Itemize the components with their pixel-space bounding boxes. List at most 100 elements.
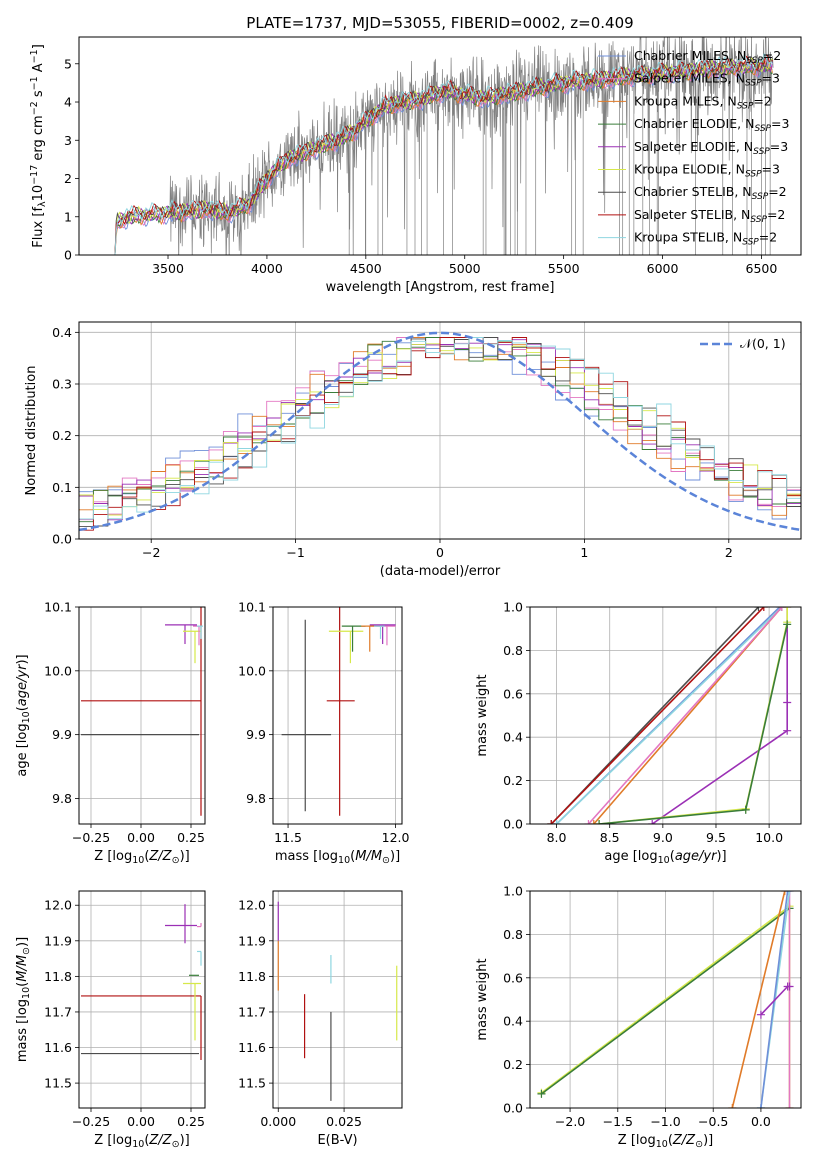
x-tick-label: 6000 — [647, 261, 679, 276]
y-tick-label: 11.8 — [44, 969, 72, 984]
y-tick-label: 10.1 — [44, 600, 72, 615]
y-tick-label: 0.4 — [503, 730, 523, 745]
x-tick-label: 0.25 — [177, 830, 205, 845]
cumulative-salpeter-stelib — [547, 607, 768, 824]
y-tick-label: 0.8 — [503, 643, 523, 658]
errorbar-salpeter-elodie — [165, 624, 197, 645]
cumulative-line — [731, 891, 786, 1108]
x-tick-label: 4500 — [350, 261, 382, 276]
x-tick-label: 1 — [580, 545, 588, 560]
errorbar-kroupa-stelib — [374, 625, 385, 639]
cumulative-marker — [584, 820, 593, 824]
cumulative-line — [651, 607, 789, 824]
y-tick-label: 0.2 — [503, 1057, 523, 1072]
errorbar-salpeter-elodie — [369, 624, 396, 645]
x-tick-label: 0.0 — [751, 1114, 771, 1129]
legend-label: Kroupa STELIB, NSSP=2 — [634, 230, 777, 248]
y-tick-label: 10.1 — [238, 600, 266, 615]
mass-vs-EBV-plot-area — [277, 901, 398, 1101]
y-tick-label: 12.0 — [44, 898, 72, 913]
cumulative-marker — [754, 607, 763, 611]
cumulative-line — [550, 607, 765, 824]
subplots: 3500 4000 4500 5000 5500 6000 6500 0 1 2 3 4 5 Chabri… — [15, 36, 802, 1150]
legend-label: Kroupa MILES, NSSP=2 — [634, 93, 772, 111]
legend-label: Chabrier STELIB, NSSP=2 — [634, 184, 787, 202]
errorbar-salpeter-stelib — [326, 607, 355, 816]
y-axis-label: Flux [fλ10−17 erg cm−2 s−1 A−1] — [29, 44, 48, 248]
cumulative-marker — [741, 805, 750, 814]
errorbar-chabrier-elodie — [341, 625, 366, 652]
weight-vs-age-plot-area — [547, 607, 792, 824]
age-vs-Z-plot-area — [81, 607, 203, 816]
age-vs-mass-plot-area — [281, 607, 396, 816]
y-tick-label: 4 — [64, 95, 72, 110]
cumulative-marker — [783, 891, 792, 895]
errorbar-salpeter-stelib — [81, 995, 202, 1060]
y-tick-label: 11.7 — [44, 1004, 72, 1019]
y-tick-label: 9.8 — [246, 791, 266, 806]
legend-label: Chabrier ELODIE, NSSP=3 — [634, 116, 789, 134]
y-tick-label: 12.0 — [238, 898, 266, 913]
y-tick-label: 11.8 — [238, 969, 266, 984]
y-axis-label: mass weight — [475, 958, 490, 1040]
x-axis-label: (data-model)/error — [380, 564, 501, 579]
x-tick-label: 8.5 — [600, 830, 620, 845]
x-tick-label: −0.25 — [72, 1114, 110, 1129]
y-tick-label: 11.6 — [238, 1040, 266, 1055]
cumulative-marker — [756, 1104, 765, 1108]
axes-frame — [78, 606, 206, 825]
y-tick-label: 9.9 — [246, 727, 266, 742]
x-tick-label: −0.25 — [72, 830, 110, 845]
x-tick-label: 6500 — [746, 261, 778, 276]
y-tick-label: 10.0 — [44, 663, 72, 678]
cumulative-marker — [783, 607, 792, 611]
cumulative-marker — [648, 820, 657, 824]
weight-vs-age-axes: 8.0 8.5 9.0 9.5 10.0 0.0 0.2 0.4 0.6 0.8 1.0 age [l… — [475, 600, 802, 866]
x-tick-label: 8.0 — [547, 830, 567, 845]
cumulative-marker — [537, 1089, 546, 1098]
y-tick-label: 5 — [64, 56, 72, 71]
model-line-chabrier-stelib — [112, 55, 773, 255]
axes-frame — [78, 36, 802, 256]
y-tick-label: 1 — [64, 209, 72, 224]
x-tick-label: 5500 — [548, 261, 580, 276]
y-tick-label: 0.4 — [503, 1014, 523, 1029]
cumulative-line — [587, 607, 783, 824]
cumulative-kroupa-elodie — [595, 607, 792, 824]
cumulative-marker — [547, 820, 556, 824]
errorbar-kroupa-elodie — [183, 982, 201, 1041]
cumulative-marker — [728, 1104, 737, 1108]
cumulative-marker — [552, 820, 561, 824]
y-tick-label: 0.2 — [52, 428, 72, 443]
residuals-plot-area — [79, 331, 801, 539]
y-tick-label: 11.5 — [44, 1076, 72, 1091]
legend-label: Chabrier MILES, NSSP=2 — [634, 48, 781, 66]
cumulative-marker — [785, 891, 794, 895]
axes-frame — [78, 321, 802, 540]
x-tick-label: 2 — [725, 545, 733, 560]
cumulative-marker — [785, 1104, 794, 1108]
x-tick-label: 12.0 — [382, 830, 410, 845]
normal-curve — [79, 331, 801, 532]
cumulative-line — [556, 607, 783, 824]
x-tick-label: 4000 — [251, 261, 283, 276]
y-tick-label: 11.6 — [44, 1040, 72, 1055]
errorbar-kroupa-stelib — [197, 950, 202, 966]
axes-frame — [529, 890, 802, 1109]
y-tick-label: 9.8 — [52, 791, 72, 806]
axes-frame — [272, 606, 403, 825]
cumulative-line — [599, 624, 788, 824]
legend-label: Salpeter ELODIE, NSSP=3 — [634, 139, 788, 157]
cumulative-kroupa-miles — [728, 891, 789, 1108]
histogram-salpeter-stelib — [79, 337, 801, 539]
cumulative-marker — [785, 982, 794, 991]
cumulative-marker — [783, 620, 792, 629]
x-tick-label: −2 — [142, 545, 160, 560]
x-axis-label: mass [log10(M/M⊙)] — [275, 849, 400, 866]
mass-vs-Z-axes: −0.25 0.00 0.25 11.5 11.6 11.7 11.8 11.9 12.0 Z [… — [15, 890, 206, 1150]
age-vs-mass-axes: 11.5 12.0 9.8 9.9 10.0 10.1 mass [log10(M/M⊙)] — [238, 600, 410, 867]
legend-label: 𝒩(0, 1) — [740, 336, 786, 351]
x-axis-label: wavelength [Angstrom, rest frame] — [326, 280, 555, 295]
y-tick-label: 0.8 — [503, 927, 523, 942]
